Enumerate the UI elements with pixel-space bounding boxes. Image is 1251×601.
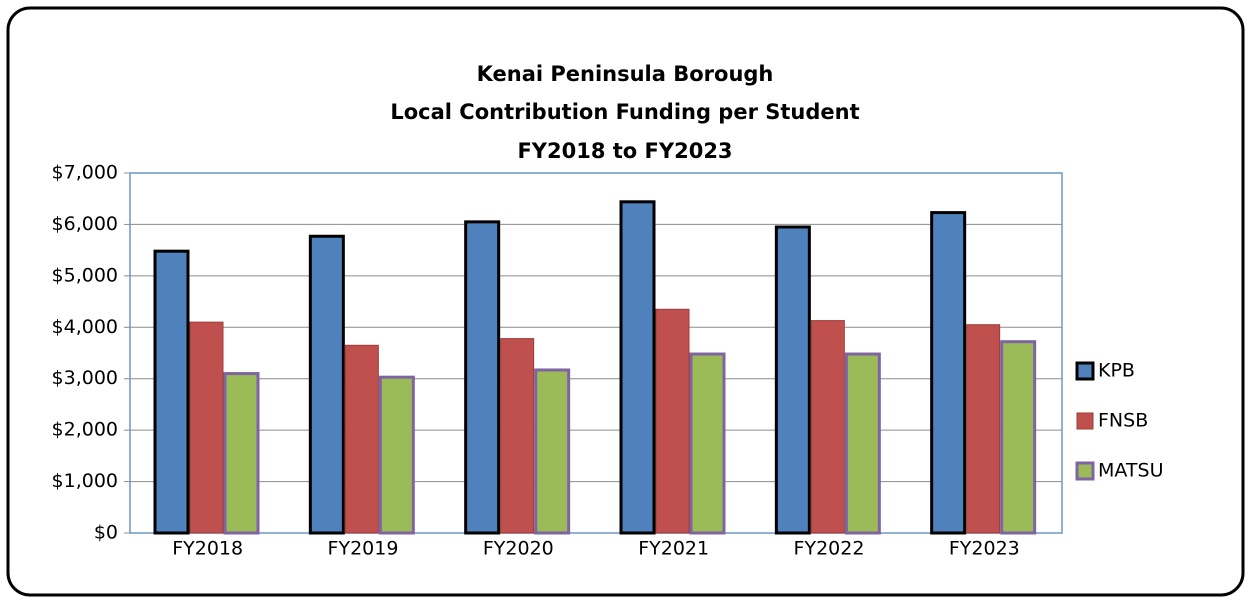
legend-swatch xyxy=(1075,361,1095,381)
y-tick-label: $7,000 xyxy=(52,162,118,184)
bar xyxy=(619,200,656,535)
legend-swatch xyxy=(1076,412,1094,430)
legend-label: MATSU xyxy=(1098,460,1164,482)
bar xyxy=(844,352,881,535)
y-tick-label: $3,000 xyxy=(52,367,118,389)
bar xyxy=(930,211,967,535)
bar xyxy=(189,321,224,534)
legend-label: FNSB xyxy=(1098,410,1148,432)
y-tick-label: $1,000 xyxy=(52,470,118,492)
x-tick-label: FY2023 xyxy=(949,538,1020,560)
bar xyxy=(308,234,345,535)
bar xyxy=(966,324,1001,534)
bar xyxy=(774,225,811,535)
bar xyxy=(378,375,415,535)
bar xyxy=(1000,340,1037,535)
bar xyxy=(655,308,690,534)
y-tick-label: $6,000 xyxy=(52,213,118,235)
y-tick-label: $4,000 xyxy=(52,316,118,338)
y-tick-label: $2,000 xyxy=(52,419,118,441)
x-tick-label: FY2021 xyxy=(638,538,709,560)
bar xyxy=(464,220,501,535)
y-tick-label: $0 xyxy=(94,522,118,544)
bar xyxy=(223,372,260,535)
x-tick-label: FY2018 xyxy=(172,538,243,560)
x-tick-label: FY2022 xyxy=(794,538,865,560)
legend-swatch xyxy=(1075,461,1095,481)
bar xyxy=(534,368,571,535)
bar xyxy=(500,338,535,534)
y-tick-label: $5,000 xyxy=(52,264,118,286)
legend-label: KPB xyxy=(1098,360,1135,382)
chart-title: Local Contribution Funding per Student xyxy=(390,100,859,124)
bar xyxy=(344,344,379,534)
plot-frame xyxy=(129,172,1063,534)
bar xyxy=(810,320,845,534)
x-tick-label: FY2020 xyxy=(483,538,554,560)
bar xyxy=(689,352,726,535)
chart-title: FY2018 to FY2023 xyxy=(517,139,732,163)
chart-title: Kenai Peninsula Borough xyxy=(477,62,774,86)
bar xyxy=(153,249,190,535)
x-tick-label: FY2019 xyxy=(328,538,399,560)
